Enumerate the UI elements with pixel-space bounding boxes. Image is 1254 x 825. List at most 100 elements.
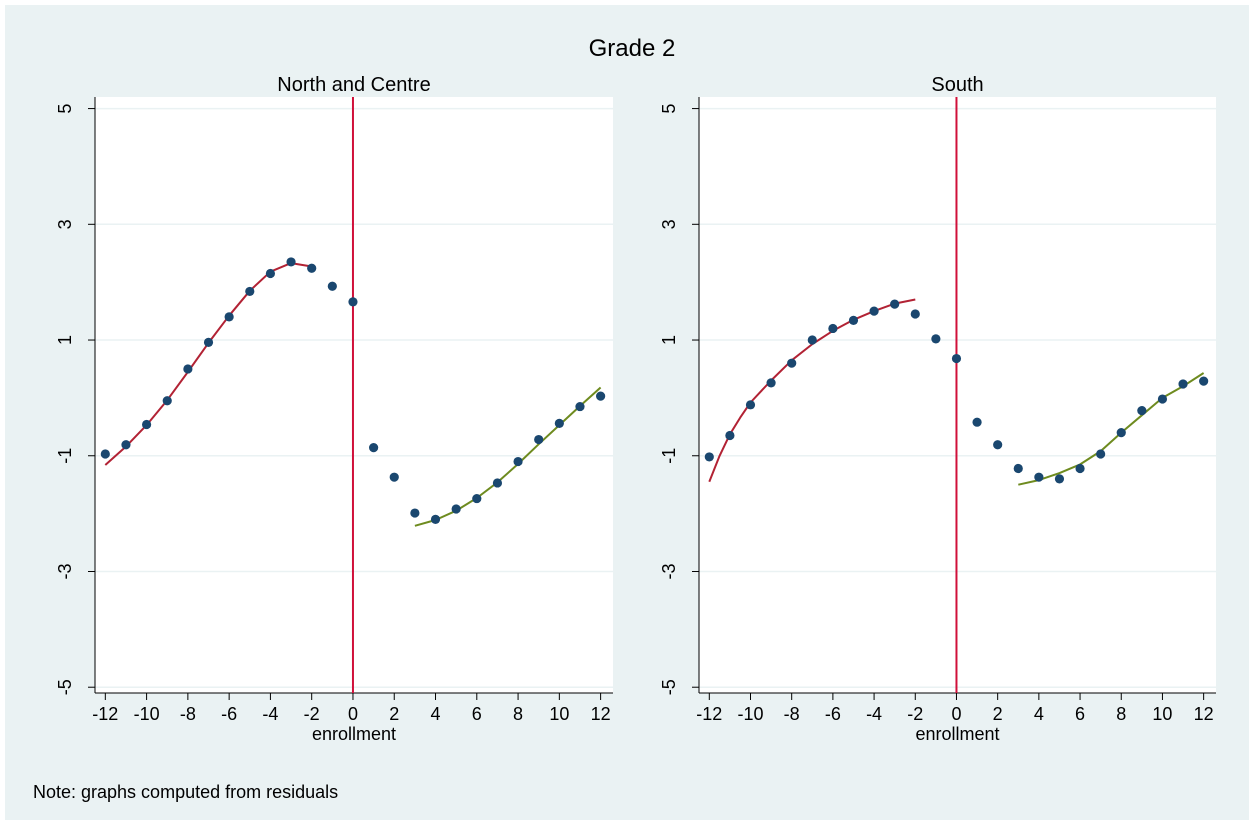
panel-title: North and Centre xyxy=(277,74,430,96)
x-tick-label: 12 xyxy=(1194,704,1214,724)
x-tick-label: -8 xyxy=(180,704,196,724)
data-point xyxy=(848,315,859,325)
data-point xyxy=(534,434,544,445)
data-point xyxy=(828,323,838,334)
data-point xyxy=(472,493,482,504)
graph-note: Note: graphs computed from residuals xyxy=(33,782,338,802)
y-tick-label: 3 xyxy=(55,219,75,229)
graph-frame: Grade 2 Note: graphs computed from resid… xyxy=(5,5,1249,820)
fit-line-right xyxy=(1018,372,1205,486)
x-axis-label: enrollment xyxy=(312,724,396,744)
data-point xyxy=(890,299,900,309)
x-tick-label: -6 xyxy=(825,704,841,724)
x-tick-label: -4 xyxy=(866,704,882,724)
data-point xyxy=(1199,376,1209,386)
data-point xyxy=(1054,474,1065,484)
x-tick-label: -10 xyxy=(737,704,763,724)
y-tick-label: 1 xyxy=(55,335,75,345)
x-tick-label: -8 xyxy=(784,704,800,724)
y-tick-label: 1 xyxy=(659,335,679,345)
y-tick-label: 5 xyxy=(55,104,75,114)
data-point xyxy=(286,257,296,267)
data-point xyxy=(1178,379,1188,389)
data-point xyxy=(704,452,714,462)
data-point xyxy=(931,334,941,344)
plot-area xyxy=(95,97,613,693)
data-point xyxy=(993,440,1003,450)
y-tick-label: -5 xyxy=(659,679,679,695)
data-point xyxy=(745,400,756,410)
data-point xyxy=(100,449,110,459)
data-point xyxy=(245,286,255,297)
data-point xyxy=(554,418,564,428)
x-tick-label: 10 xyxy=(549,704,569,724)
data-point xyxy=(575,401,585,412)
y-tick-label: 5 xyxy=(659,104,679,114)
data-point xyxy=(451,504,461,514)
x-tick-label: 6 xyxy=(1075,704,1085,724)
y-tick-label: -3 xyxy=(659,563,679,579)
x-tick-label: 2 xyxy=(993,704,1003,724)
data-point xyxy=(910,309,920,319)
data-point xyxy=(183,364,193,374)
x-tick-label: 8 xyxy=(513,704,523,724)
data-point xyxy=(389,472,399,482)
data-point xyxy=(1116,428,1126,438)
x-tick-label: -4 xyxy=(262,704,278,724)
data-point xyxy=(141,419,152,430)
data-point xyxy=(787,358,797,368)
plot-area xyxy=(699,97,1216,693)
data-point xyxy=(492,478,503,488)
x-tick-label: 2 xyxy=(389,704,399,724)
data-point xyxy=(1157,394,1168,404)
data-point xyxy=(972,417,982,427)
x-tick-label: 6 xyxy=(472,704,482,724)
y-tick-label: -1 xyxy=(659,448,679,464)
data-point xyxy=(410,508,420,518)
x-tick-label: -12 xyxy=(696,704,722,724)
x-tick-label: 12 xyxy=(591,704,611,724)
data-point xyxy=(1013,463,1023,474)
y-tick-label: -5 xyxy=(55,679,75,695)
chart-title: Grade 2 xyxy=(589,35,676,62)
x-tick-label: -2 xyxy=(907,704,923,724)
data-point xyxy=(265,268,276,279)
data-point xyxy=(1137,406,1147,416)
x-tick-label: -10 xyxy=(134,704,160,724)
data-point xyxy=(766,378,776,388)
data-point xyxy=(513,456,523,467)
x-tick-label: -6 xyxy=(221,704,237,724)
panel-title: South xyxy=(931,74,983,96)
data-point xyxy=(327,281,337,291)
data-point xyxy=(1034,472,1044,482)
x-tick-label: 8 xyxy=(1116,704,1126,724)
y-tick-label: -1 xyxy=(55,448,75,464)
x-tick-label: 4 xyxy=(1034,704,1044,724)
data-point xyxy=(369,443,379,453)
data-point xyxy=(307,263,317,273)
data-point xyxy=(162,396,172,406)
data-point xyxy=(121,440,131,450)
chart-svg: Grade 2 Note: graphs computed from resid… xyxy=(33,35,1216,802)
data-point xyxy=(596,391,606,401)
data-point xyxy=(348,297,358,307)
data-point xyxy=(430,514,441,525)
y-tick-label: 3 xyxy=(659,219,679,229)
data-point xyxy=(224,312,234,322)
data-point xyxy=(951,353,962,364)
data-point xyxy=(1096,449,1106,459)
panel-2: South -5 -3 -1 1 3 5 -12 -10 -8 -6 -4 -2 0 2 4 6 8 10 12 enr… xyxy=(659,74,1216,744)
fit-line-right xyxy=(414,386,602,527)
data-point xyxy=(203,337,214,347)
data-point xyxy=(869,306,879,316)
x-tick-label: -12 xyxy=(92,704,118,724)
y-tick-label: -3 xyxy=(55,563,75,579)
data-point xyxy=(807,335,817,345)
panel-1: North and Centre -5 -3 -1 1 3 5 -12 -10 -8 -6 -4 -2 0… xyxy=(55,74,613,744)
data-point xyxy=(725,430,735,441)
x-tick-label: -2 xyxy=(304,704,320,724)
x-tick-label: 0 xyxy=(951,704,961,724)
data-point xyxy=(1075,463,1085,474)
x-tick-label: 0 xyxy=(348,704,358,724)
